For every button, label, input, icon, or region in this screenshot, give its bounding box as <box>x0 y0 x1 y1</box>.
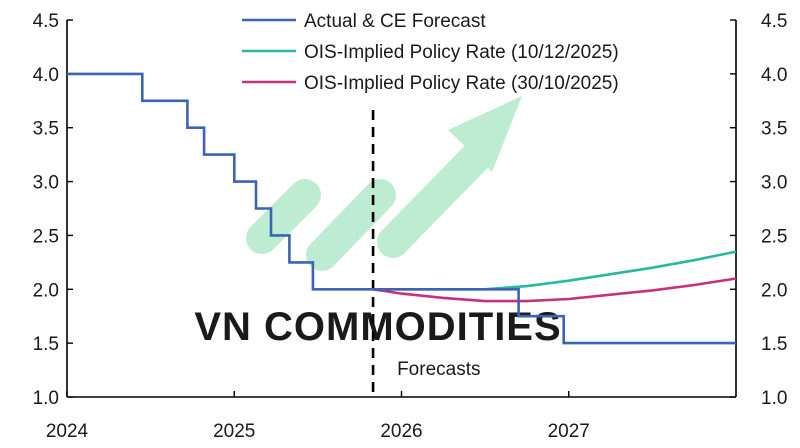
y-tick-label-left: 4.5 <box>33 11 59 32</box>
legend-label: OIS-Implied Policy Rate (10/12/2025) <box>304 42 619 63</box>
y-tick-label-right: 4.0 <box>761 65 787 86</box>
legend-label: Actual & CE Forecast <box>304 11 486 32</box>
y-tick-label-left: 2.5 <box>33 226 59 247</box>
y-tick-label-left: 1.5 <box>33 334 59 355</box>
series-ois-dec-line <box>373 250 737 291</box>
y-tick-label-right: 2.5 <box>761 226 787 247</box>
watermark-text: VN COMMODITIES <box>194 305 561 349</box>
x-tick-label: 2025 <box>213 421 255 442</box>
y-tick-label-right: 3.5 <box>761 119 787 140</box>
y-tick-label-left: 1.0 <box>33 388 59 409</box>
forecast-divider: Forecasts <box>371 110 480 397</box>
y-tick-label-right: 1.0 <box>761 388 787 409</box>
series-ois-oct-line <box>372 277 737 303</box>
y-tick-label-left: 3.0 <box>33 173 59 194</box>
y-tick-label-left: 3.5 <box>33 119 59 140</box>
y-tick-label-left: 4.0 <box>33 65 59 86</box>
y-tick-label-right: 1.5 <box>761 334 787 355</box>
watermark: VN COMMODITIES <box>194 96 561 349</box>
series-actual-line <box>67 72 736 345</box>
forecast-annotation: Forecasts <box>397 359 480 380</box>
y-tick-label-right: 4.5 <box>761 11 787 32</box>
y-axis-right: 1.0 1.5 2.0 2.5 3.0 3.5 4.0 4.5 <box>730 11 787 409</box>
y-tick-label-left: 2.0 <box>33 280 59 301</box>
y-axis-left: 1.0 1.5 2.0 2.5 3.0 3.5 4.0 4.5 <box>33 11 73 409</box>
series-lines <box>67 72 737 345</box>
legend: Actual & CE Forecast OIS-Implied Policy R… <box>242 11 619 94</box>
x-tick-label: 2026 <box>380 421 422 442</box>
y-tick-label-right: 3.0 <box>761 173 787 194</box>
x-tick-label: 2024 <box>46 421 89 442</box>
legend-label: OIS-Implied Policy Rate (30/10/2025) <box>304 73 619 94</box>
x-tick-label: 2027 <box>548 421 590 442</box>
y-tick-label-right: 2.0 <box>761 280 787 301</box>
x-axis: 2024 2025 2026 2027 <box>46 391 590 442</box>
watermark-arrow-icon <box>246 96 522 271</box>
